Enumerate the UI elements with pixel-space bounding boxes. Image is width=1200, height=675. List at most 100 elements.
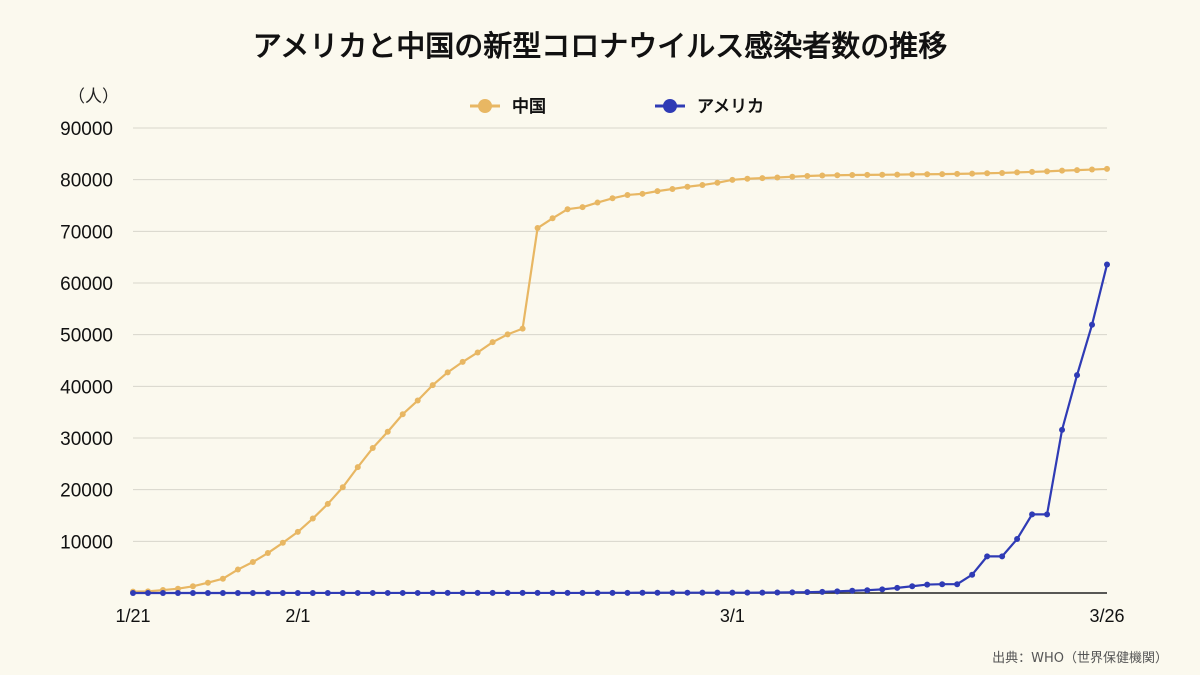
data-point-china[interactable]: [369, 445, 376, 452]
data-point-usa[interactable]: [130, 589, 136, 596]
data-point-china[interactable]: [549, 215, 556, 222]
data-point-china[interactable]: [279, 539, 286, 546]
data-point-usa[interactable]: [384, 589, 391, 596]
data-point-china[interactable]: [414, 397, 421, 404]
data-point-usa[interactable]: [459, 589, 466, 596]
data-point-usa[interactable]: [939, 581, 946, 588]
data-point-usa[interactable]: [669, 589, 676, 596]
data-point-china[interactable]: [1074, 167, 1081, 174]
data-point-china[interactable]: [219, 575, 226, 582]
data-point-usa[interactable]: [174, 589, 181, 596]
data-point-usa[interactable]: [924, 581, 931, 588]
data-point-usa[interactable]: [729, 589, 736, 596]
data-point-usa[interactable]: [819, 588, 826, 595]
data-point-china[interactable]: [969, 170, 976, 177]
data-point-usa[interactable]: [714, 589, 721, 596]
data-point-china[interactable]: [1089, 166, 1096, 173]
data-point-china[interactable]: [579, 204, 586, 211]
data-point-usa[interactable]: [969, 571, 976, 578]
data-point-china[interactable]: [1014, 169, 1021, 176]
data-point-china[interactable]: [459, 358, 466, 365]
data-point-china[interactable]: [324, 500, 331, 507]
data-point-china[interactable]: [399, 411, 406, 418]
data-point-china[interactable]: [534, 225, 541, 232]
data-point-china[interactable]: [654, 188, 661, 195]
data-point-usa[interactable]: [624, 589, 631, 596]
data-point-usa[interactable]: [1029, 511, 1036, 518]
data-point-usa[interactable]: [219, 589, 226, 596]
data-point-china[interactable]: [939, 171, 946, 178]
data-point-usa[interactable]: [414, 589, 421, 596]
data-point-china[interactable]: [819, 172, 826, 179]
data-point-usa[interactable]: [189, 589, 196, 596]
data-point-usa[interactable]: [864, 587, 871, 594]
data-point-china[interactable]: [444, 369, 451, 376]
data-point-usa[interactable]: [759, 589, 766, 596]
data-point-usa[interactable]: [774, 589, 781, 596]
data-point-china[interactable]: [519, 325, 526, 332]
data-point-usa[interactable]: [909, 583, 916, 590]
data-point-china[interactable]: [1104, 165, 1110, 172]
data-point-usa[interactable]: [1059, 426, 1066, 433]
data-point-china[interactable]: [354, 464, 361, 471]
data-point-usa[interactable]: [849, 587, 856, 594]
data-point-china[interactable]: [384, 428, 391, 435]
data-point-usa[interactable]: [1104, 261, 1110, 268]
data-point-china[interactable]: [1029, 168, 1036, 175]
data-point-china[interactable]: [864, 171, 871, 178]
data-point-usa[interactable]: [324, 589, 331, 596]
data-point-usa[interactable]: [354, 589, 361, 596]
data-point-china[interactable]: [684, 183, 691, 190]
data-point-china[interactable]: [474, 349, 481, 356]
data-point-china[interactable]: [849, 171, 856, 178]
data-point-china[interactable]: [264, 550, 271, 557]
data-point-usa[interactable]: [429, 589, 436, 596]
data-point-usa[interactable]: [984, 553, 991, 560]
data-point-china[interactable]: [999, 169, 1006, 176]
data-point-china[interactable]: [669, 186, 676, 193]
data-point-china[interactable]: [339, 484, 346, 491]
data-point-usa[interactable]: [789, 589, 796, 596]
data-point-china[interactable]: [744, 175, 751, 182]
data-point-china[interactable]: [504, 331, 511, 338]
data-point-usa[interactable]: [954, 581, 961, 588]
data-point-usa[interactable]: [519, 589, 526, 596]
data-point-china[interactable]: [594, 199, 601, 206]
data-point-china[interactable]: [909, 171, 916, 178]
data-point-usa[interactable]: [264, 589, 271, 596]
data-point-usa[interactable]: [579, 589, 586, 596]
data-point-china[interactable]: [774, 174, 781, 181]
data-point-usa[interactable]: [834, 588, 841, 595]
data-point-china[interactable]: [204, 579, 211, 586]
data-point-usa[interactable]: [999, 553, 1006, 560]
data-point-china[interactable]: [609, 195, 616, 202]
data-point-china[interactable]: [714, 179, 721, 186]
data-point-china[interactable]: [894, 171, 901, 178]
data-point-china[interactable]: [234, 566, 241, 573]
data-point-usa[interactable]: [534, 589, 541, 596]
data-point-china[interactable]: [189, 583, 196, 590]
data-point-china[interactable]: [1044, 168, 1051, 175]
data-point-china[interactable]: [429, 382, 436, 389]
data-point-usa[interactable]: [894, 584, 901, 591]
data-point-usa[interactable]: [1074, 372, 1081, 379]
data-point-china[interactable]: [729, 176, 736, 183]
data-point-usa[interactable]: [444, 589, 451, 596]
data-point-usa[interactable]: [549, 589, 556, 596]
data-point-usa[interactable]: [1044, 511, 1051, 518]
data-point-usa[interactable]: [234, 589, 241, 596]
data-point-usa[interactable]: [339, 589, 346, 596]
data-point-usa[interactable]: [594, 589, 601, 596]
data-point-usa[interactable]: [474, 589, 481, 596]
data-point-usa[interactable]: [1014, 536, 1021, 543]
data-point-china[interactable]: [174, 585, 181, 592]
data-point-usa[interactable]: [144, 589, 151, 596]
data-point-usa[interactable]: [744, 589, 751, 596]
data-point-usa[interactable]: [609, 589, 616, 596]
data-point-china[interactable]: [639, 190, 646, 197]
data-point-usa[interactable]: [639, 589, 646, 596]
legend-item-usa[interactable]: アメリカ: [655, 97, 764, 117]
data-point-usa[interactable]: [1089, 321, 1096, 328]
data-point-usa[interactable]: [279, 589, 286, 596]
data-point-usa[interactable]: [684, 589, 691, 596]
